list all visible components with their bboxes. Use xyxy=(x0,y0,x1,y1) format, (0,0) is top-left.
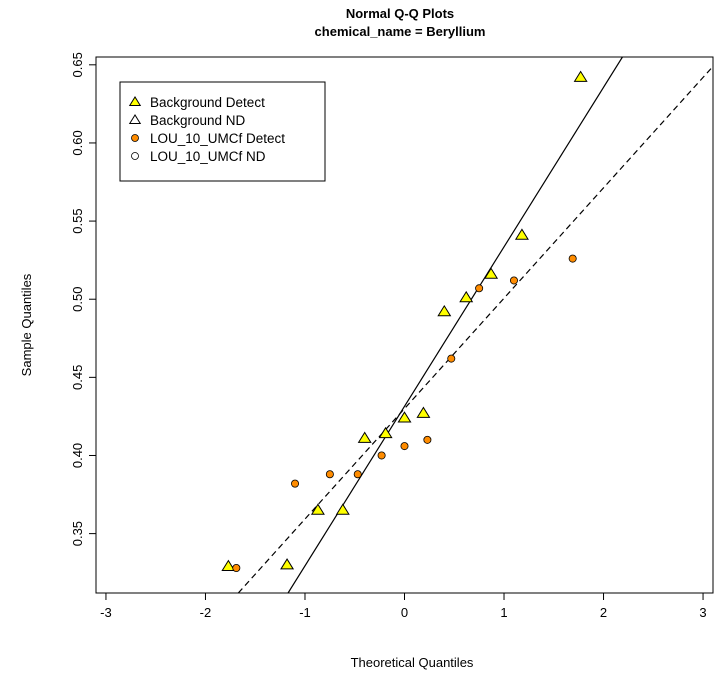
legend: Background Detect Background ND LOU_10_UMC… xyxy=(119,81,326,182)
y-axis: 0.35 0.40 0.45 0.50 0.55 0.60 0.65 xyxy=(70,52,96,546)
point-triangle xyxy=(310,503,325,515)
point-triangle xyxy=(221,559,236,571)
x-tick-label: 3 xyxy=(699,605,706,620)
legend-box xyxy=(119,81,326,182)
point-circle xyxy=(232,563,241,572)
data-points xyxy=(221,70,588,572)
legend-label: LOU_10_UMCf ND xyxy=(150,149,266,164)
point-circle xyxy=(509,276,518,285)
legend-label: Background Detect xyxy=(150,95,265,110)
x-axis-label: Theoretical Quantiles xyxy=(351,655,474,670)
legend-marker-triangle xyxy=(128,96,142,106)
x-tick-label: 0 xyxy=(401,605,408,620)
point-circle xyxy=(423,435,432,444)
point-circle xyxy=(325,470,334,479)
point-triangle xyxy=(378,426,393,439)
y-tick-label: 0.45 xyxy=(70,365,85,390)
legend-label: LOU_10_UMCf Detect xyxy=(150,131,285,146)
reference-lines xyxy=(237,57,713,593)
point-triangle xyxy=(280,558,295,570)
legend-marker-triangle xyxy=(128,114,142,124)
plot-frame xyxy=(95,56,714,594)
x-tick-label: -2 xyxy=(200,605,212,620)
y-tick-label: 0.65 xyxy=(70,52,85,77)
x-tick-label: 2 xyxy=(600,605,607,620)
y-tick-label: 0.60 xyxy=(70,130,85,155)
legend-label: Background ND xyxy=(150,113,246,128)
legend-marker-circle xyxy=(131,152,139,160)
y-axis-label: Sample Quantiles xyxy=(19,273,34,376)
point-triangle xyxy=(514,228,529,240)
chart-title: Normal Q-Q Plots xyxy=(346,6,454,21)
legend-marker-circle xyxy=(131,134,139,142)
x-axis: -3 -2 -1 0 1 2 3 xyxy=(100,593,707,620)
point-triangle xyxy=(484,267,499,279)
point-circle xyxy=(447,354,456,363)
y-tick-label: 0.35 xyxy=(70,521,85,546)
x-tick-label: -1 xyxy=(299,605,311,620)
x-tick-label: 1 xyxy=(500,605,507,620)
point-triangle xyxy=(459,290,474,303)
point-circle xyxy=(353,470,362,479)
y-tick-label: 0.40 xyxy=(70,443,85,468)
point-triangle xyxy=(416,406,431,418)
point-circle xyxy=(568,254,577,263)
point-circle xyxy=(400,442,409,451)
y-tick-label: 0.55 xyxy=(70,208,85,233)
point-circle xyxy=(475,284,484,293)
x-tick-label: -3 xyxy=(100,605,112,620)
point-triangle xyxy=(437,304,452,317)
point-circle xyxy=(377,451,386,460)
point-triangle xyxy=(335,503,350,515)
y-tick-label: 0.50 xyxy=(70,287,85,312)
qq-line-lou-dashed xyxy=(237,65,713,593)
qq-line-background-solid xyxy=(287,57,623,593)
point-triangle xyxy=(357,431,372,443)
chart-subtitle: chemical_name = Beryllium xyxy=(315,24,486,39)
point-circle xyxy=(291,479,300,488)
point-triangle xyxy=(573,70,588,82)
point-triangle xyxy=(397,411,412,423)
